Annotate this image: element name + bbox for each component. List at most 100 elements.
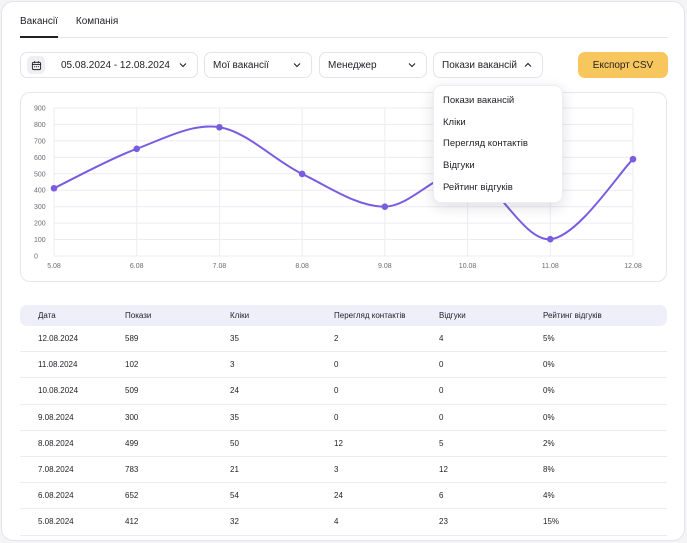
cell-date: 8.08.2024 [38, 438, 74, 448]
tab-bar: Вакансії Компанія [20, 10, 668, 38]
cell-responses: 0 [439, 386, 444, 396]
metric-select-label: Покази вакансій [442, 59, 517, 71]
cell-response-rate: 0% [543, 360, 555, 370]
cell-responses: 4 [439, 334, 444, 344]
cell-response-rate: 0% [543, 412, 555, 422]
cell-views: 412 [125, 517, 139, 527]
metric-select[interactable]: Покази вакансій [433, 52, 543, 78]
cell-date: 9.08.2024 [38, 412, 74, 422]
tab-company[interactable]: Компанія [75, 16, 119, 27]
cell-clicks: 50 [230, 438, 239, 448]
line-chart: 0 100 200 300 400 500 600 700 800 900 5.08 6.08 7.08… [34, 106, 642, 271]
y-tick-label: 400 [34, 188, 46, 195]
cell-responses: 0 [439, 412, 444, 422]
data-point [216, 123, 223, 131]
data-point [298, 170, 306, 178]
cell-clicks: 3 [230, 360, 235, 370]
stats-table: Дата Покази Кліки Перегляд контактів Від… [20, 305, 667, 536]
calendar-icon [27, 56, 45, 74]
menu-item-clicks[interactable]: Кліки [443, 116, 466, 128]
table-body: 12.08.2024 589 35 2 4 5% 11.08.2024 102 3 0 0 0% 10.… [20, 326, 667, 536]
cell-response-rate: 4% [543, 491, 555, 501]
cell-date: 12.08.2024 [38, 334, 79, 344]
menu-item-contact-views[interactable]: Перегляд контактів [443, 138, 528, 150]
data-point [133, 145, 141, 153]
y-tick-label: 700 [34, 138, 46, 145]
menu-item-views[interactable]: Покази вакансій [443, 95, 515, 106]
chevron-down-icon [408, 63, 416, 68]
table-row: 8.08.2024 499 50 12 5 2% [20, 431, 667, 457]
x-tick-label: 6.08 [130, 263, 144, 270]
cell-response-rate: 15% [543, 517, 560, 527]
cell-response-rate: 0% [543, 386, 555, 396]
cell-date: 11.08.2024 [38, 360, 78, 370]
header-responses: Відгуки [439, 311, 466, 320]
y-tick-label: 900 [34, 106, 46, 113]
x-tick-label: 8.08 [295, 263, 309, 270]
cell-clicks: 35 [230, 334, 239, 344]
y-tick-label: 200 [34, 221, 46, 228]
cell-contact-views: 3 [334, 465, 339, 475]
data-point [50, 184, 58, 192]
chevron-up-icon [524, 62, 532, 67]
cell-clicks: 54 [230, 491, 239, 501]
cell-responses: 6 [439, 491, 444, 501]
vacancies-select[interactable]: Мої вакансії [204, 52, 312, 78]
cell-contact-views: 0 [334, 412, 339, 422]
y-tick-label: 800 [34, 122, 46, 129]
cell-contact-views: 24 [334, 491, 343, 501]
header-views: Покази [125, 311, 152, 320]
cell-clicks: 32 [230, 517, 239, 527]
cell-views: 300 [125, 412, 139, 422]
manager-select[interactable]: Менеджер [319, 52, 427, 78]
chart-panel: 0 100 200 300 400 500 600 700 800 900 5.08 6.08 7.08… [20, 92, 667, 282]
export-csv-button[interactable]: Експорт CSV [578, 52, 668, 78]
table-row: 10.08.2024 509 24 0 0 0% [20, 378, 667, 405]
cell-views: 509 [125, 386, 139, 396]
cell-views: 589 [125, 334, 139, 344]
cell-views: 499 [125, 438, 139, 448]
y-tick-label: 0 [34, 254, 38, 261]
x-tick-label: 9.08 [378, 263, 392, 270]
cell-views: 102 [125, 360, 139, 370]
metric-dropdown-menu: Покази вакансій Кліки Перегляд контактів… [433, 85, 563, 203]
chevron-down-icon [179, 63, 187, 68]
y-tick-label: 300 [34, 204, 46, 211]
cell-contact-views: 0 [334, 386, 339, 396]
y-tick-label: 600 [34, 155, 46, 162]
vacancies-select-label: Мої вакансії [213, 59, 270, 71]
tab-vacancies[interactable]: Вакансії [20, 10, 58, 38]
menu-item-responses[interactable]: Відгуки [443, 160, 475, 172]
table-row: 5.08.2024 412 32 4 23 15% [20, 509, 667, 536]
table-row: 6.08.2024 652 54 24 6 4% [20, 483, 667, 510]
cell-contact-views: 0 [334, 360, 339, 370]
date-range-picker[interactable]: 05.08.2024 - 12.08.2024 [20, 52, 198, 78]
table-header: Дата Покази Кліки Перегляд контактів Від… [20, 305, 667, 326]
cell-views: 652 [125, 491, 139, 501]
cell-response-rate: 8% [543, 465, 555, 475]
table-row: 7.08.2024 783 21 3 12 8% [20, 457, 667, 484]
cell-response-rate: 5% [543, 334, 555, 344]
menu-item-response-rate[interactable]: Рейтинг відгуків [443, 181, 513, 193]
cell-clicks: 24 [230, 386, 239, 396]
x-tick-label: 11.08 [542, 263, 559, 270]
header-contact-views: Перегляд контактів [334, 311, 406, 320]
x-tick-label: 12.08 [624, 263, 642, 270]
manager-select-label: Менеджер [328, 59, 377, 71]
table-row: 9.08.2024 300 35 0 0 0% [20, 405, 667, 431]
cell-date: 7.08.2024 [38, 465, 74, 475]
cell-clicks: 35 [230, 412, 239, 422]
data-point [629, 155, 637, 163]
y-tick-label: 100 [34, 237, 46, 244]
y-tick-label: 500 [34, 171, 46, 178]
x-tick-label: 10.08 [459, 263, 477, 270]
x-tick-label: 5.08 [47, 263, 61, 270]
cell-responses: 5 [439, 438, 444, 448]
header-clicks: Кліки [230, 311, 250, 320]
data-point [381, 203, 389, 210]
cell-date: 5.08.2024 [38, 517, 74, 527]
header-response-rate: Рейтинг відгуків [543, 311, 602, 320]
header-date: Дата [38, 311, 56, 320]
table-row: 11.08.2024 102 3 0 0 0% [20, 352, 667, 379]
